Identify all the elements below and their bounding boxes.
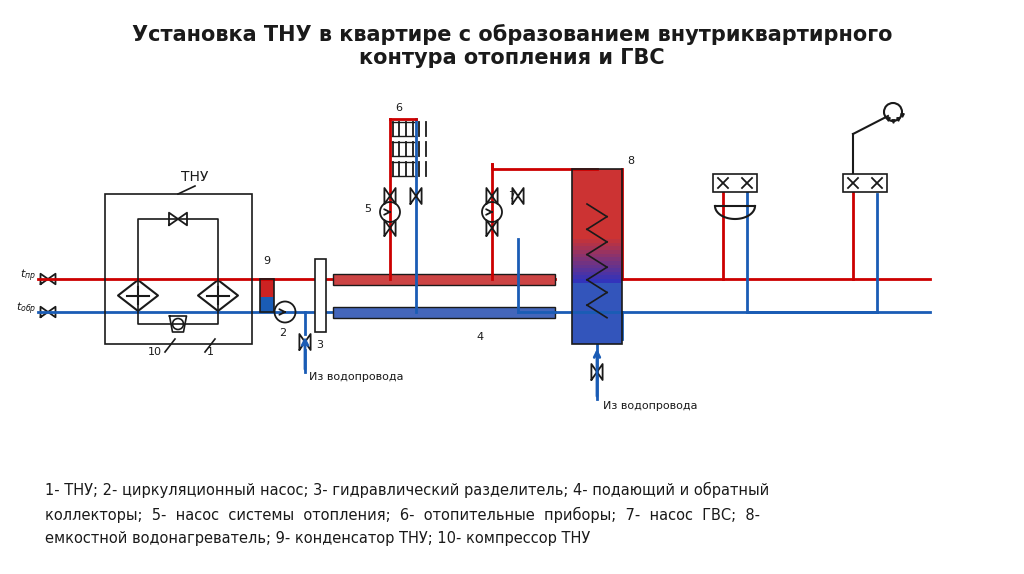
Bar bbox=[260, 297, 274, 312]
Bar bbox=[572, 243, 622, 246]
Text: Из водопровода: Из водопровода bbox=[603, 401, 697, 411]
Text: 9: 9 bbox=[263, 256, 270, 266]
Bar bbox=[572, 169, 622, 265]
Bar bbox=[713, 174, 757, 192]
Text: 10: 10 bbox=[148, 347, 162, 357]
Bar bbox=[572, 261, 622, 265]
Bar bbox=[572, 279, 622, 283]
Bar bbox=[572, 246, 622, 250]
Bar bbox=[260, 278, 274, 297]
Text: 4: 4 bbox=[476, 332, 483, 342]
Bar bbox=[843, 174, 887, 192]
Bar bbox=[572, 268, 622, 272]
Bar bbox=[572, 272, 622, 276]
Bar bbox=[572, 254, 622, 257]
Text: 1- ТНУ; 2- циркуляционный насос; 3- гидравлический разделитель; 4- подающий и об: 1- ТНУ; 2- циркуляционный насос; 3- гидр… bbox=[45, 482, 769, 546]
Bar bbox=[314, 259, 326, 332]
Text: 1: 1 bbox=[207, 347, 213, 357]
Bar bbox=[572, 250, 622, 254]
Text: 7: 7 bbox=[508, 191, 515, 201]
Bar bbox=[572, 169, 622, 344]
Text: 5: 5 bbox=[364, 204, 371, 214]
Text: ТНУ: ТНУ bbox=[181, 170, 209, 184]
Bar bbox=[572, 239, 622, 243]
Bar bbox=[333, 273, 555, 285]
Bar bbox=[572, 265, 622, 268]
Text: 8: 8 bbox=[627, 156, 634, 166]
Bar bbox=[333, 307, 555, 317]
Text: Установка ТНУ в квартире с образованием внутриквартирного
контура отопления и ГВ: Установка ТНУ в квартире с образованием … bbox=[132, 24, 892, 68]
Bar bbox=[260, 279, 274, 312]
Text: $t_{пр}$: $t_{пр}$ bbox=[20, 268, 36, 284]
Bar bbox=[572, 265, 622, 344]
Text: 3: 3 bbox=[316, 340, 324, 350]
Text: 6: 6 bbox=[395, 103, 402, 113]
Bar bbox=[572, 257, 622, 261]
Bar bbox=[572, 276, 622, 279]
Text: Из водопровода: Из водопровода bbox=[309, 372, 403, 382]
Text: 2: 2 bbox=[280, 328, 287, 338]
Text: $t_{обр}$: $t_{обр}$ bbox=[15, 301, 36, 317]
Bar bbox=[105, 194, 252, 344]
